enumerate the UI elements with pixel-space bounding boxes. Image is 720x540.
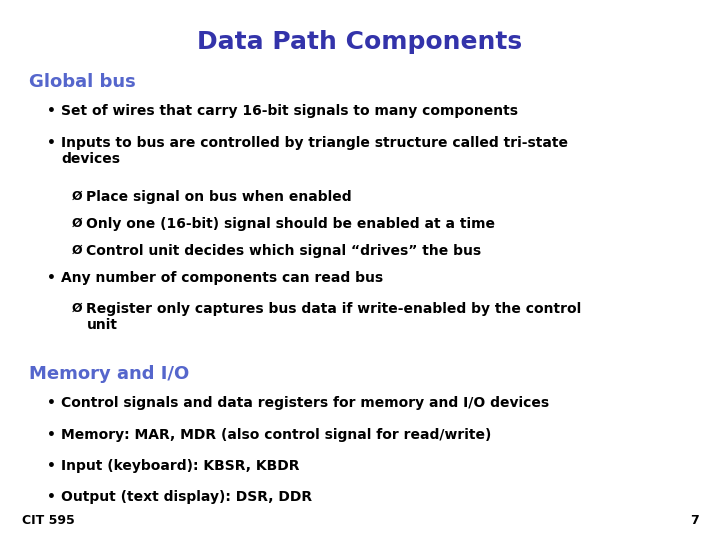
Text: •: • <box>47 271 55 285</box>
Text: Output (text display): DSR, DDR: Output (text display): DSR, DDR <box>61 490 312 504</box>
Text: •: • <box>47 459 55 473</box>
Text: Data Path Components: Data Path Components <box>197 30 523 53</box>
Text: •: • <box>47 490 55 504</box>
Text: Register only captures bus data if write-enabled by the control
unit: Register only captures bus data if write… <box>86 302 582 332</box>
Text: CIT 595: CIT 595 <box>22 514 74 526</box>
Text: Any number of components can read bus: Any number of components can read bus <box>61 271 383 285</box>
Text: Memory: MAR, MDR (also control signal for read/write): Memory: MAR, MDR (also control signal fo… <box>61 428 492 442</box>
Text: •: • <box>47 136 55 150</box>
Text: •: • <box>47 396 55 410</box>
Text: Global bus: Global bus <box>29 73 135 91</box>
Text: Control signals and data registers for memory and I/O devices: Control signals and data registers for m… <box>61 396 549 410</box>
Text: Set of wires that carry 16-bit signals to many components: Set of wires that carry 16-bit signals t… <box>61 104 518 118</box>
Text: Inputs to bus are controlled by triangle structure called tri-state
devices: Inputs to bus are controlled by triangle… <box>61 136 568 166</box>
Text: Only one (16-bit) signal should be enabled at a time: Only one (16-bit) signal should be enabl… <box>86 217 495 231</box>
Text: Place signal on bus when enabled: Place signal on bus when enabled <box>86 190 352 204</box>
Text: Ø: Ø <box>72 302 83 315</box>
Text: Ø: Ø <box>72 244 83 256</box>
Text: Control unit decides which signal “drives” the bus: Control unit decides which signal “drive… <box>86 244 482 258</box>
Text: Memory and I/O: Memory and I/O <box>29 365 189 383</box>
Text: Ø: Ø <box>72 217 83 230</box>
Text: 7: 7 <box>690 514 698 526</box>
Text: •: • <box>47 428 55 442</box>
Text: Input (keyboard): KBSR, KBDR: Input (keyboard): KBSR, KBDR <box>61 459 300 473</box>
Text: •: • <box>47 104 55 118</box>
Text: Ø: Ø <box>72 190 83 202</box>
